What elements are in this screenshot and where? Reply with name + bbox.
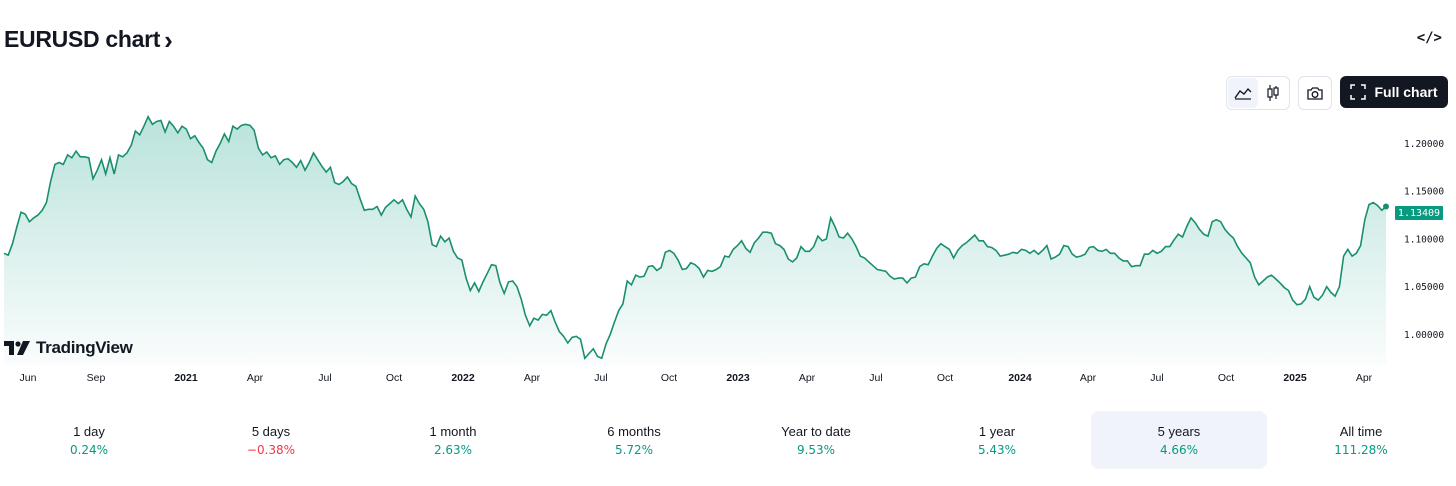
period-tab[interactable]: 5 days −0.38%	[183, 411, 359, 469]
performance-row: 1 day 0.24% 5 days −0.38% 1 month 2.63% 6 mont…	[0, 411, 1456, 469]
period-tab[interactable]: 6 months 5.72%	[546, 411, 722, 469]
series-line	[3, 114, 1387, 361]
y-tick-label: 1.00000	[1404, 330, 1444, 341]
period-change: 5.43%	[977, 442, 1017, 457]
camera-icon[interactable]	[1298, 76, 1332, 110]
chart-svg: 1.20000 1.15000 1.10000 1.05000 1.00000 Jun S…	[3, 114, 1444, 384]
tradingview-logo-icon	[4, 341, 30, 355]
x-tick-label: Jul	[869, 372, 882, 384]
x-tick-label: Oct	[386, 372, 402, 384]
period-change: 9.53%	[796, 442, 836, 457]
embed-code-icon[interactable]: </>	[1416, 30, 1442, 46]
x-tick-label: 2021	[174, 372, 198, 384]
x-tick-label: Apr	[1356, 372, 1373, 384]
period-tab[interactable]: 1 day 0.24%	[1, 411, 177, 469]
logo-text: TradingView	[36, 338, 133, 357]
x-tick-label: Apr	[524, 372, 541, 384]
period-change: 4.66%	[1159, 442, 1199, 457]
chart-title-link[interactable]: EURUSD chart ›	[4, 26, 173, 53]
period-tab[interactable]: 1 month 2.63%	[365, 411, 541, 469]
period-change: −0.38%	[246, 442, 296, 457]
full-chart-label: Full chart	[1374, 84, 1438, 100]
x-tick-label: Oct	[937, 372, 953, 384]
period-label: 1 month	[429, 423, 477, 439]
last-price-label: 1.13409	[1395, 206, 1443, 220]
x-tick-label: 2025	[1283, 372, 1307, 384]
chart-style-toggle	[1226, 76, 1290, 110]
chevron-right-icon: ›	[164, 24, 173, 55]
x-tick-label: 2023	[726, 372, 750, 384]
tradingview-logo[interactable]: TradingView	[4, 338, 133, 358]
period-label: Year to date	[781, 423, 851, 439]
x-tick-label: 2022	[451, 372, 475, 384]
price-chart[interactable]: 1.20000 1.15000 1.10000 1.05000 1.00000 Jun S…	[0, 110, 1456, 390]
full-chart-button[interactable]: Full chart	[1340, 76, 1448, 108]
period-tab[interactable]: Year to date 9.53%	[728, 411, 904, 469]
y-tick-label: 1.15000	[1404, 187, 1444, 198]
period-change: 111.28%	[1334, 442, 1388, 457]
y-tick-label: 1.20000	[1404, 139, 1444, 150]
period-label: All time	[1339, 423, 1383, 439]
last-point-marker	[1383, 203, 1389, 210]
candlestick-icon[interactable]	[1258, 78, 1288, 108]
period-tab[interactable]: All time 111.28%	[1273, 411, 1449, 469]
period-change: 5.72%	[614, 442, 654, 457]
x-tick-label: Oct	[1218, 372, 1234, 384]
x-tick-label: Sep	[87, 372, 106, 384]
x-tick-label: Apr	[247, 372, 264, 384]
period-label: 1 year	[978, 423, 1016, 439]
x-tick-label: Apr	[799, 372, 816, 384]
x-tick-label: Jul	[318, 372, 331, 384]
period-label: 5 days	[251, 423, 291, 439]
y-tick-label: 1.05000	[1404, 282, 1444, 293]
period-label: 5 years	[1157, 423, 1201, 439]
page-title: EURUSD chart	[4, 26, 161, 52]
y-tick-label: 1.10000	[1404, 234, 1444, 245]
fullscreen-icon	[1350, 84, 1367, 100]
period-change: 0.24%	[69, 442, 109, 457]
period-change: 2.63%	[433, 442, 473, 457]
x-tick-label: Oct	[661, 372, 677, 384]
period-label: 6 months	[607, 423, 661, 439]
area-chart-icon[interactable]	[1228, 78, 1258, 108]
area-fill	[4, 116, 1386, 365]
x-tick-label: Jul	[1150, 372, 1163, 384]
period-tab[interactable]: 1 year 5.43%	[909, 411, 1085, 469]
period-tab[interactable]: 5 years 4.66%	[1091, 411, 1267, 469]
period-label: 1 day	[73, 423, 105, 439]
x-tick-label: 2024	[1008, 372, 1032, 384]
x-tick-label: Apr	[1080, 372, 1097, 384]
x-tick-label: Jul	[594, 372, 607, 384]
x-tick-label: Jun	[20, 372, 37, 384]
